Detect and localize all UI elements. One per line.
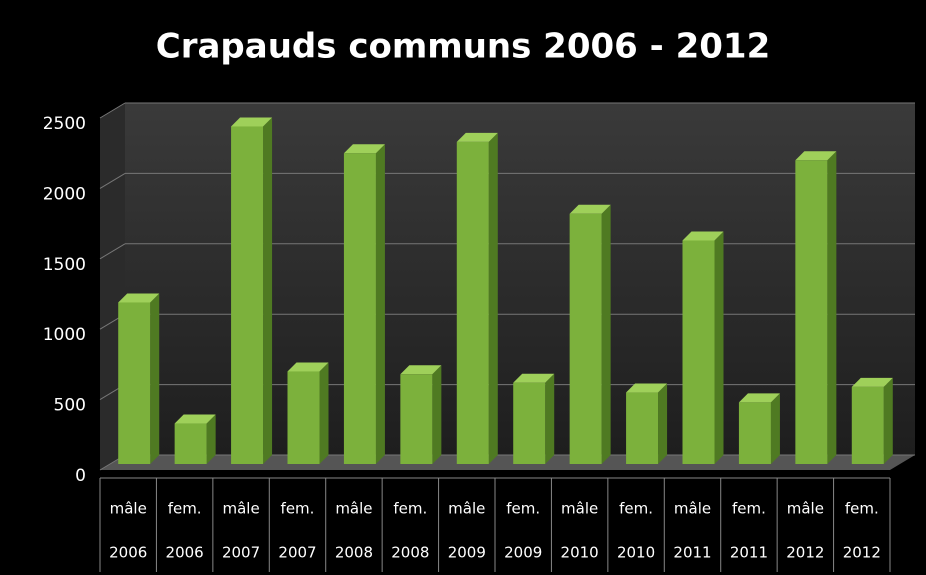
x-tick-label: mâle [335, 500, 372, 518]
bar-top [738, 393, 780, 403]
bar-top [231, 117, 273, 127]
x-tick-label: 2009 [448, 544, 486, 562]
bar [400, 374, 433, 464]
bar-side [827, 151, 837, 465]
bar [569, 213, 602, 464]
x-tick-label: 2008 [335, 544, 373, 562]
x-tick-label: 2011 [730, 544, 768, 562]
bar [738, 402, 771, 464]
bar [456, 141, 489, 464]
x-tick-label: mâle [448, 500, 485, 518]
x-tick-label: fem. [168, 500, 202, 518]
bar-top [456, 132, 498, 142]
bar-side [545, 373, 555, 464]
x-tick-label: 2007 [222, 544, 260, 562]
x-tick-label: fem. [732, 500, 766, 518]
y-tick-label: 2000 [43, 184, 86, 204]
x-tick-label: 2011 [673, 544, 711, 562]
bar-top [400, 365, 442, 375]
x-tick-label: mâle [674, 500, 711, 518]
x-tick-label: 2012 [843, 544, 881, 562]
bar [513, 382, 546, 464]
x-tick-label: 2010 [617, 544, 655, 562]
y-tick-label: 1000 [43, 325, 86, 345]
bar [626, 392, 659, 464]
bar [118, 302, 151, 464]
grid-line-side [99, 102, 126, 119]
bar-top [682, 231, 724, 241]
x-tick-label: fem. [506, 500, 540, 518]
bar-top [851, 377, 893, 387]
x-tick-label: mâle [110, 500, 147, 518]
x-tick-label: 2012 [786, 544, 824, 562]
y-tick-label: 0 [75, 466, 86, 486]
bar [343, 153, 376, 464]
bar-top [343, 144, 385, 154]
bar [287, 371, 320, 464]
bar-top [795, 151, 837, 161]
bar-side [488, 132, 498, 464]
bar-side [432, 365, 442, 464]
bar-top [513, 373, 555, 383]
bar-side [375, 144, 385, 464]
x-tick-label: fem. [281, 500, 315, 518]
bar-side [150, 293, 160, 464]
x-tick-label: fem. [393, 500, 427, 518]
x-tick-label: mâle [787, 500, 824, 518]
bar-side [770, 393, 780, 464]
x-tick-label: 2006 [109, 544, 147, 562]
x-tick-label: fem. [845, 500, 879, 518]
bar-side [319, 362, 329, 464]
bar [231, 126, 264, 464]
bar [682, 240, 715, 464]
bar-side [883, 377, 893, 464]
grid-line-side [99, 243, 126, 260]
bar-side [263, 117, 273, 464]
bar-top [569, 204, 611, 214]
bar [795, 160, 828, 465]
bar-side [601, 204, 611, 464]
x-tick-label: mâle [222, 500, 259, 518]
chart-title: Crapauds communs 2006 - 2012 [156, 27, 770, 67]
y-tick-label: 500 [54, 396, 86, 416]
bar-top [287, 362, 329, 372]
y-tick-label: 1500 [43, 255, 86, 275]
bar [174, 423, 207, 464]
x-tick-label: fem. [619, 500, 653, 518]
bar-side [658, 383, 668, 464]
y-tick-label: 2500 [43, 114, 86, 134]
x-tick-label: 2006 [166, 544, 204, 562]
x-tick-label: 2007 [278, 544, 316, 562]
bar [851, 386, 884, 464]
bar-top [118, 293, 160, 303]
bar-top [626, 383, 668, 393]
x-tick-label: 2010 [561, 544, 599, 562]
x-tick-label: 2009 [504, 544, 542, 562]
bar-side [714, 231, 724, 464]
bar-side [206, 414, 216, 464]
bar-top [174, 414, 216, 424]
floor [100, 455, 915, 470]
x-tick-label: mâle [561, 500, 598, 518]
grid-line-side [99, 172, 126, 189]
x-tick-label: 2008 [391, 544, 429, 562]
